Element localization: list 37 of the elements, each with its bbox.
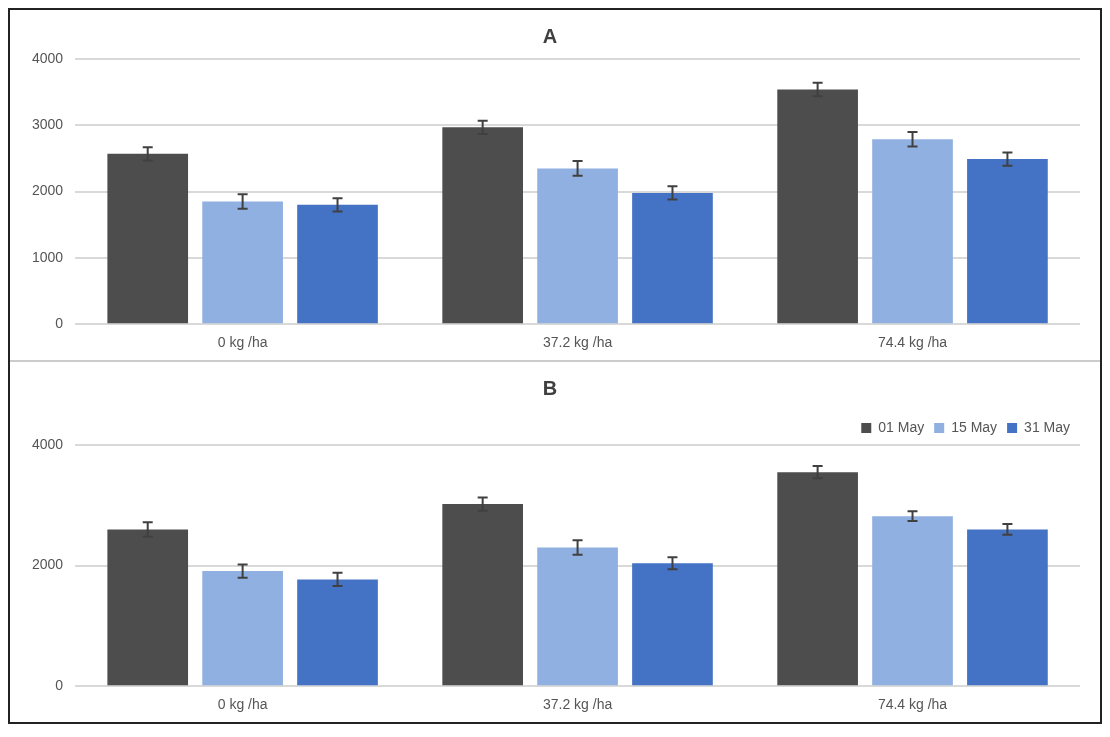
x-tick-label: 37.2 kg /ha bbox=[542, 696, 613, 713]
bar bbox=[107, 153, 189, 324]
bar bbox=[777, 89, 858, 324]
bar bbox=[967, 159, 1048, 324]
bar bbox=[442, 504, 523, 686]
legend-label: 01 May bbox=[878, 418, 925, 435]
x-tick-label: 37.2 kg /ha bbox=[542, 334, 613, 351]
legend-label: 31 May bbox=[1024, 418, 1071, 435]
legend-label: 15 May bbox=[951, 418, 998, 435]
bar bbox=[202, 201, 283, 324]
x-tick-label: 74.4 kg /ha bbox=[877, 696, 948, 713]
bar bbox=[632, 563, 713, 686]
y-tick-label: 0 bbox=[55, 315, 64, 332]
x-tick-label: 74.4 kg /ha bbox=[877, 334, 948, 351]
x-tick-label: 0 kg /ha bbox=[217, 696, 268, 713]
bar bbox=[107, 529, 189, 686]
x-tick-label: 0 kg /ha bbox=[217, 334, 268, 351]
y-tick-label: 2000 bbox=[31, 556, 64, 573]
bar bbox=[537, 547, 618, 686]
bar bbox=[537, 168, 618, 324]
y-tick-label: 3000 bbox=[31, 116, 64, 133]
y-tick-label: 4000 bbox=[31, 435, 64, 452]
chart-title: A bbox=[542, 24, 558, 47]
y-tick-label: 2000 bbox=[31, 182, 64, 199]
bar bbox=[872, 516, 953, 686]
bar bbox=[967, 529, 1048, 686]
y-tick-label: 4000 bbox=[31, 49, 64, 66]
bar bbox=[872, 139, 953, 324]
bar bbox=[297, 579, 378, 686]
bar bbox=[777, 472, 858, 686]
y-tick-label: 1000 bbox=[31, 248, 64, 265]
y-tick-label: 0 bbox=[55, 677, 64, 694]
bar bbox=[297, 204, 378, 324]
bar bbox=[202, 571, 283, 686]
bar bbox=[632, 192, 713, 324]
chart-title: B bbox=[542, 376, 558, 399]
bar bbox=[442, 127, 523, 324]
